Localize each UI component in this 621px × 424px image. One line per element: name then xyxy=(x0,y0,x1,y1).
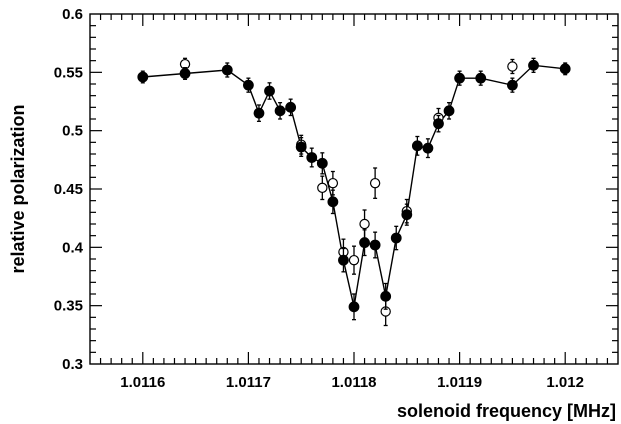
filled-data-point xyxy=(264,85,275,97)
x-axis-title: solenoid frequency [MHz] xyxy=(397,401,616,421)
open-data-point xyxy=(327,177,339,189)
filled-data-point xyxy=(528,59,539,71)
filled-data-point xyxy=(221,64,233,76)
y-tick-label: 0.3 xyxy=(62,356,83,373)
filled-series-line xyxy=(142,64,566,307)
x-tick-label: 1.012 xyxy=(546,374,584,391)
filled-data-point xyxy=(274,105,286,117)
filled-data-point xyxy=(348,301,360,313)
filled-data-point xyxy=(422,142,434,154)
data-points xyxy=(137,57,571,327)
filled-data-point xyxy=(137,71,149,83)
open-data-point xyxy=(359,218,370,230)
filled-data-point xyxy=(316,157,328,169)
open-data-point xyxy=(507,61,518,72)
x-axis-ticks: 1.0116 1.0117 1.0118 1.0119 1.012 xyxy=(99,14,609,391)
filled-data-point xyxy=(295,141,307,153)
open-data-point xyxy=(369,177,381,189)
filled-data-point xyxy=(443,105,455,117)
x-tick-label: 1.0116 xyxy=(120,374,165,391)
y-tick-label: 0.45 xyxy=(54,181,83,198)
y-tick-label: 0.35 xyxy=(54,298,83,315)
y-tick-label: 0.5 xyxy=(62,123,83,140)
filled-data-point xyxy=(390,232,402,244)
filled-data-point xyxy=(411,140,423,152)
filled-data-point xyxy=(433,118,444,130)
open-data-point xyxy=(317,182,328,194)
filled-data-point xyxy=(454,72,466,84)
filled-data-point xyxy=(179,68,191,79)
open-data-point xyxy=(348,254,360,266)
x-tick-label: 1.0118 xyxy=(331,374,376,391)
y-tick-label: 0.4 xyxy=(62,239,84,256)
filled-data-point xyxy=(327,196,339,208)
y-axis-title: relative polarization xyxy=(8,104,28,273)
filled-data-point xyxy=(285,101,297,113)
filled-data-point xyxy=(507,79,518,91)
filled-data-point xyxy=(559,63,571,75)
filled-data-point xyxy=(401,209,413,221)
y-tick-label: 0.6 xyxy=(62,6,83,23)
filled-data-point xyxy=(359,237,370,249)
filled-data-point xyxy=(242,79,254,91)
x-tick-label: 1.0119 xyxy=(437,374,482,391)
filled-data-point xyxy=(306,152,318,163)
x-tick-label: 1.0117 xyxy=(226,374,271,391)
filled-data-point xyxy=(369,239,381,251)
filled-data-point xyxy=(380,290,392,302)
filled-data-point xyxy=(253,107,265,119)
filled-data-point xyxy=(338,254,349,266)
filled-data-point xyxy=(475,72,487,84)
y-axis-ticks: 0.3 0.35 0.4 0.45 0.5 0.55 0.6 xyxy=(54,6,618,373)
y-tick-label: 0.55 xyxy=(54,64,83,81)
